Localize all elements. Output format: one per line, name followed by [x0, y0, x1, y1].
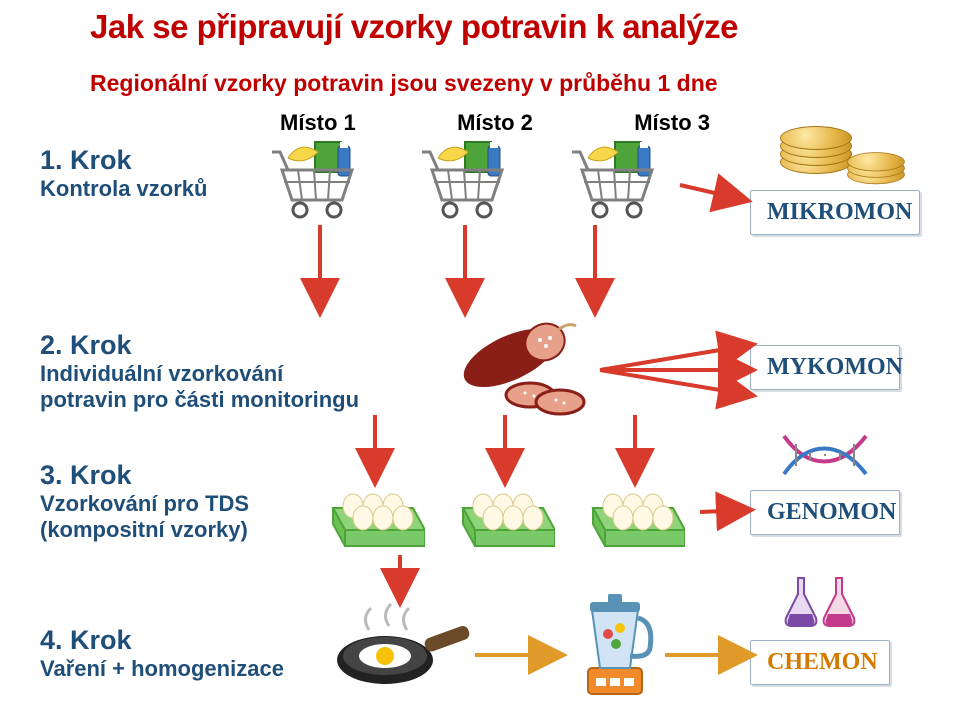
egg-box-icon — [585, 480, 685, 550]
step-1: 1. Krok Kontrola vzorků — [40, 145, 300, 202]
page-title: Jak se připravují vzorky potravin k anal… — [90, 8, 738, 46]
output-chemon: CHEMON — [750, 640, 890, 685]
step-2-sub1: Individuální vzorkování — [40, 361, 420, 387]
step-4: 4. Krok Vaření + homogenizace — [40, 625, 360, 682]
cart-row — [270, 140, 665, 220]
step-3: 3. Krok Vzorkování pro TDS (kompositní v… — [40, 460, 360, 543]
shopping-cart-icon — [270, 140, 365, 220]
misto-3-label: Místo 3 — [634, 110, 710, 136]
misto-2-label: Místo 2 — [457, 110, 533, 136]
step-2-head: 2. Krok — [40, 330, 420, 361]
step-4-head: 4. Krok — [40, 625, 360, 656]
sausage-icon — [450, 310, 600, 420]
egg-box-icon — [455, 480, 555, 550]
output-genomon: GENOMON — [750, 490, 900, 535]
frying-pan-icon — [325, 590, 475, 700]
step-2: 2. Krok Individuální vzorkování potravin… — [40, 330, 420, 413]
flasks-icon — [780, 570, 880, 630]
eggbox-row — [325, 480, 685, 550]
dna-icon — [780, 430, 870, 480]
output-mykomon: MYKOMON — [750, 345, 900, 390]
step-1-sub: Kontrola vzorků — [40, 176, 300, 202]
shopping-cart-icon — [420, 140, 515, 220]
step-3-head: 3. Krok — [40, 460, 360, 491]
blender-icon — [560, 590, 670, 700]
coins-icon — [780, 120, 852, 178]
misto-1-label: Místo 1 — [280, 110, 356, 136]
step-3-sub1: Vzorkování pro TDS — [40, 491, 360, 517]
egg-box-icon — [325, 480, 425, 550]
coins-icon — [847, 146, 905, 192]
intro-text: Regionální vzorky potravin jsou svezeny … — [90, 70, 718, 97]
misto-label-row: Místo 1 Místo 2 Místo 3 — [280, 110, 710, 136]
step-1-head: 1. Krok — [40, 145, 300, 176]
step-2-sub2: potravin pro části monitoringu — [40, 387, 420, 413]
step-3-sub2: (kompositní vzorky) — [40, 517, 360, 543]
shopping-cart-icon — [570, 140, 665, 220]
output-mikromon: MIKROMON — [750, 190, 920, 235]
step-4-sub: Vaření + homogenizace — [40, 656, 360, 682]
